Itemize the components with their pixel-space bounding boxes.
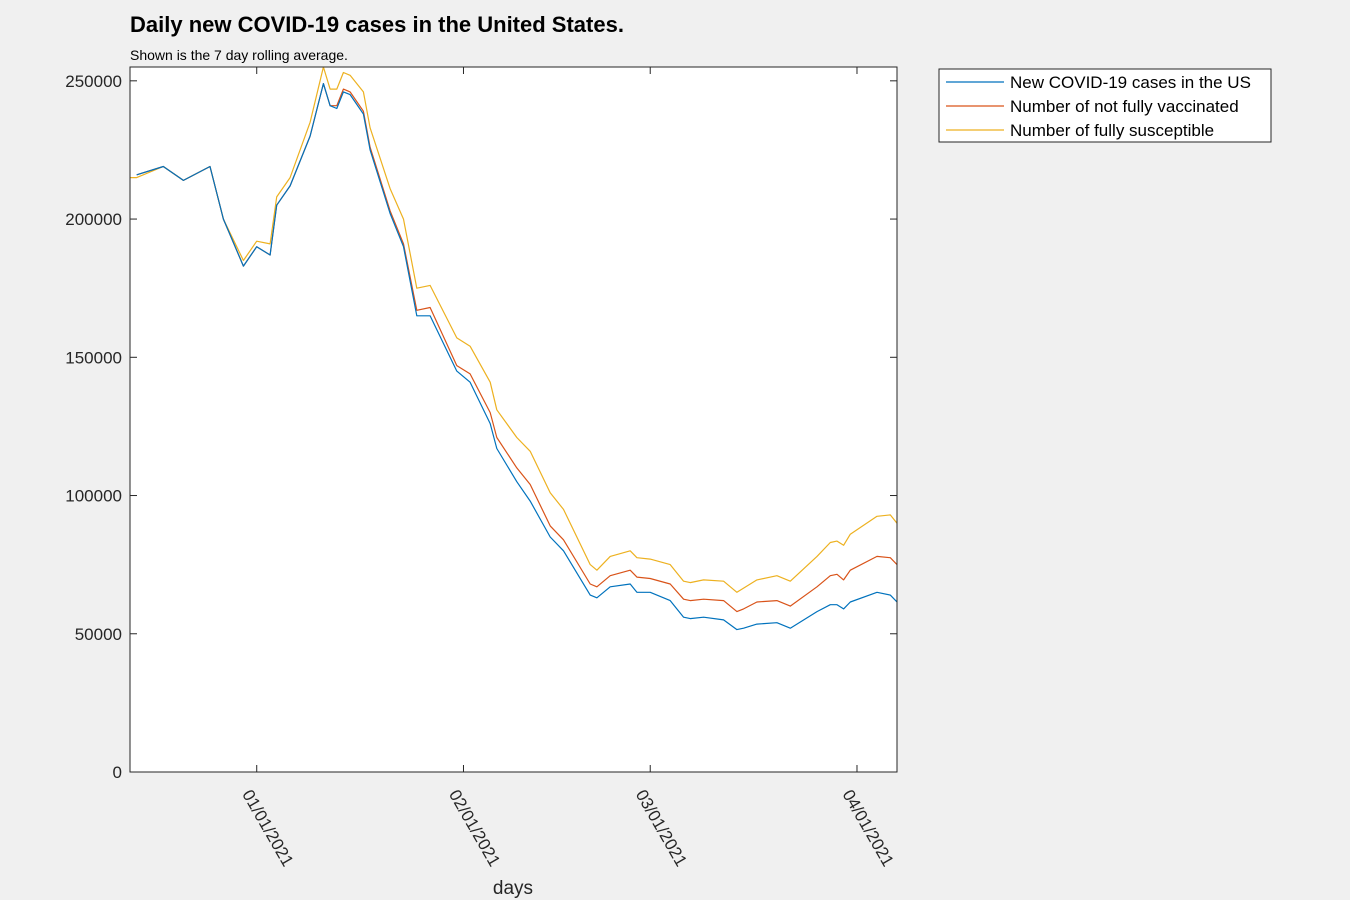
y-tick-label: 150000	[65, 348, 122, 367]
legend-label-1: New COVID-19 cases in the US	[1010, 73, 1251, 92]
x-tick-label: 03/01/2021	[632, 787, 691, 870]
x-tick-label: 01/01/2021	[238, 787, 297, 870]
legend-label-3: Number of fully susceptible	[1010, 121, 1214, 140]
chart-subtitle: Shown is the 7 day rolling average.	[130, 47, 348, 63]
plot-frame	[129, 66, 898, 773]
y-tick-label: 100000	[65, 487, 122, 506]
legend-label-2: Number of not fully vaccinated	[1010, 97, 1239, 116]
plot-area	[130, 67, 897, 772]
x-tick-label: 04/01/2021	[839, 787, 898, 870]
legend: New COVID-19 cases in the US Number of no…	[938, 68, 1272, 143]
series-line-1	[136, 82, 897, 631]
series-line-3	[130, 67, 897, 593]
y-tick-label: 0	[113, 763, 122, 782]
x-tick-label: 02/01/2021	[445, 787, 504, 870]
chart-title: Daily new COVID-19 cases in the United S…	[130, 12, 624, 37]
y-tick-label: 250000	[65, 72, 122, 91]
x-axis-label: days	[493, 878, 533, 899]
y-tick-label: 50000	[75, 625, 122, 644]
y-tick-label: 200000	[65, 210, 122, 229]
series-layer	[130, 67, 897, 631]
